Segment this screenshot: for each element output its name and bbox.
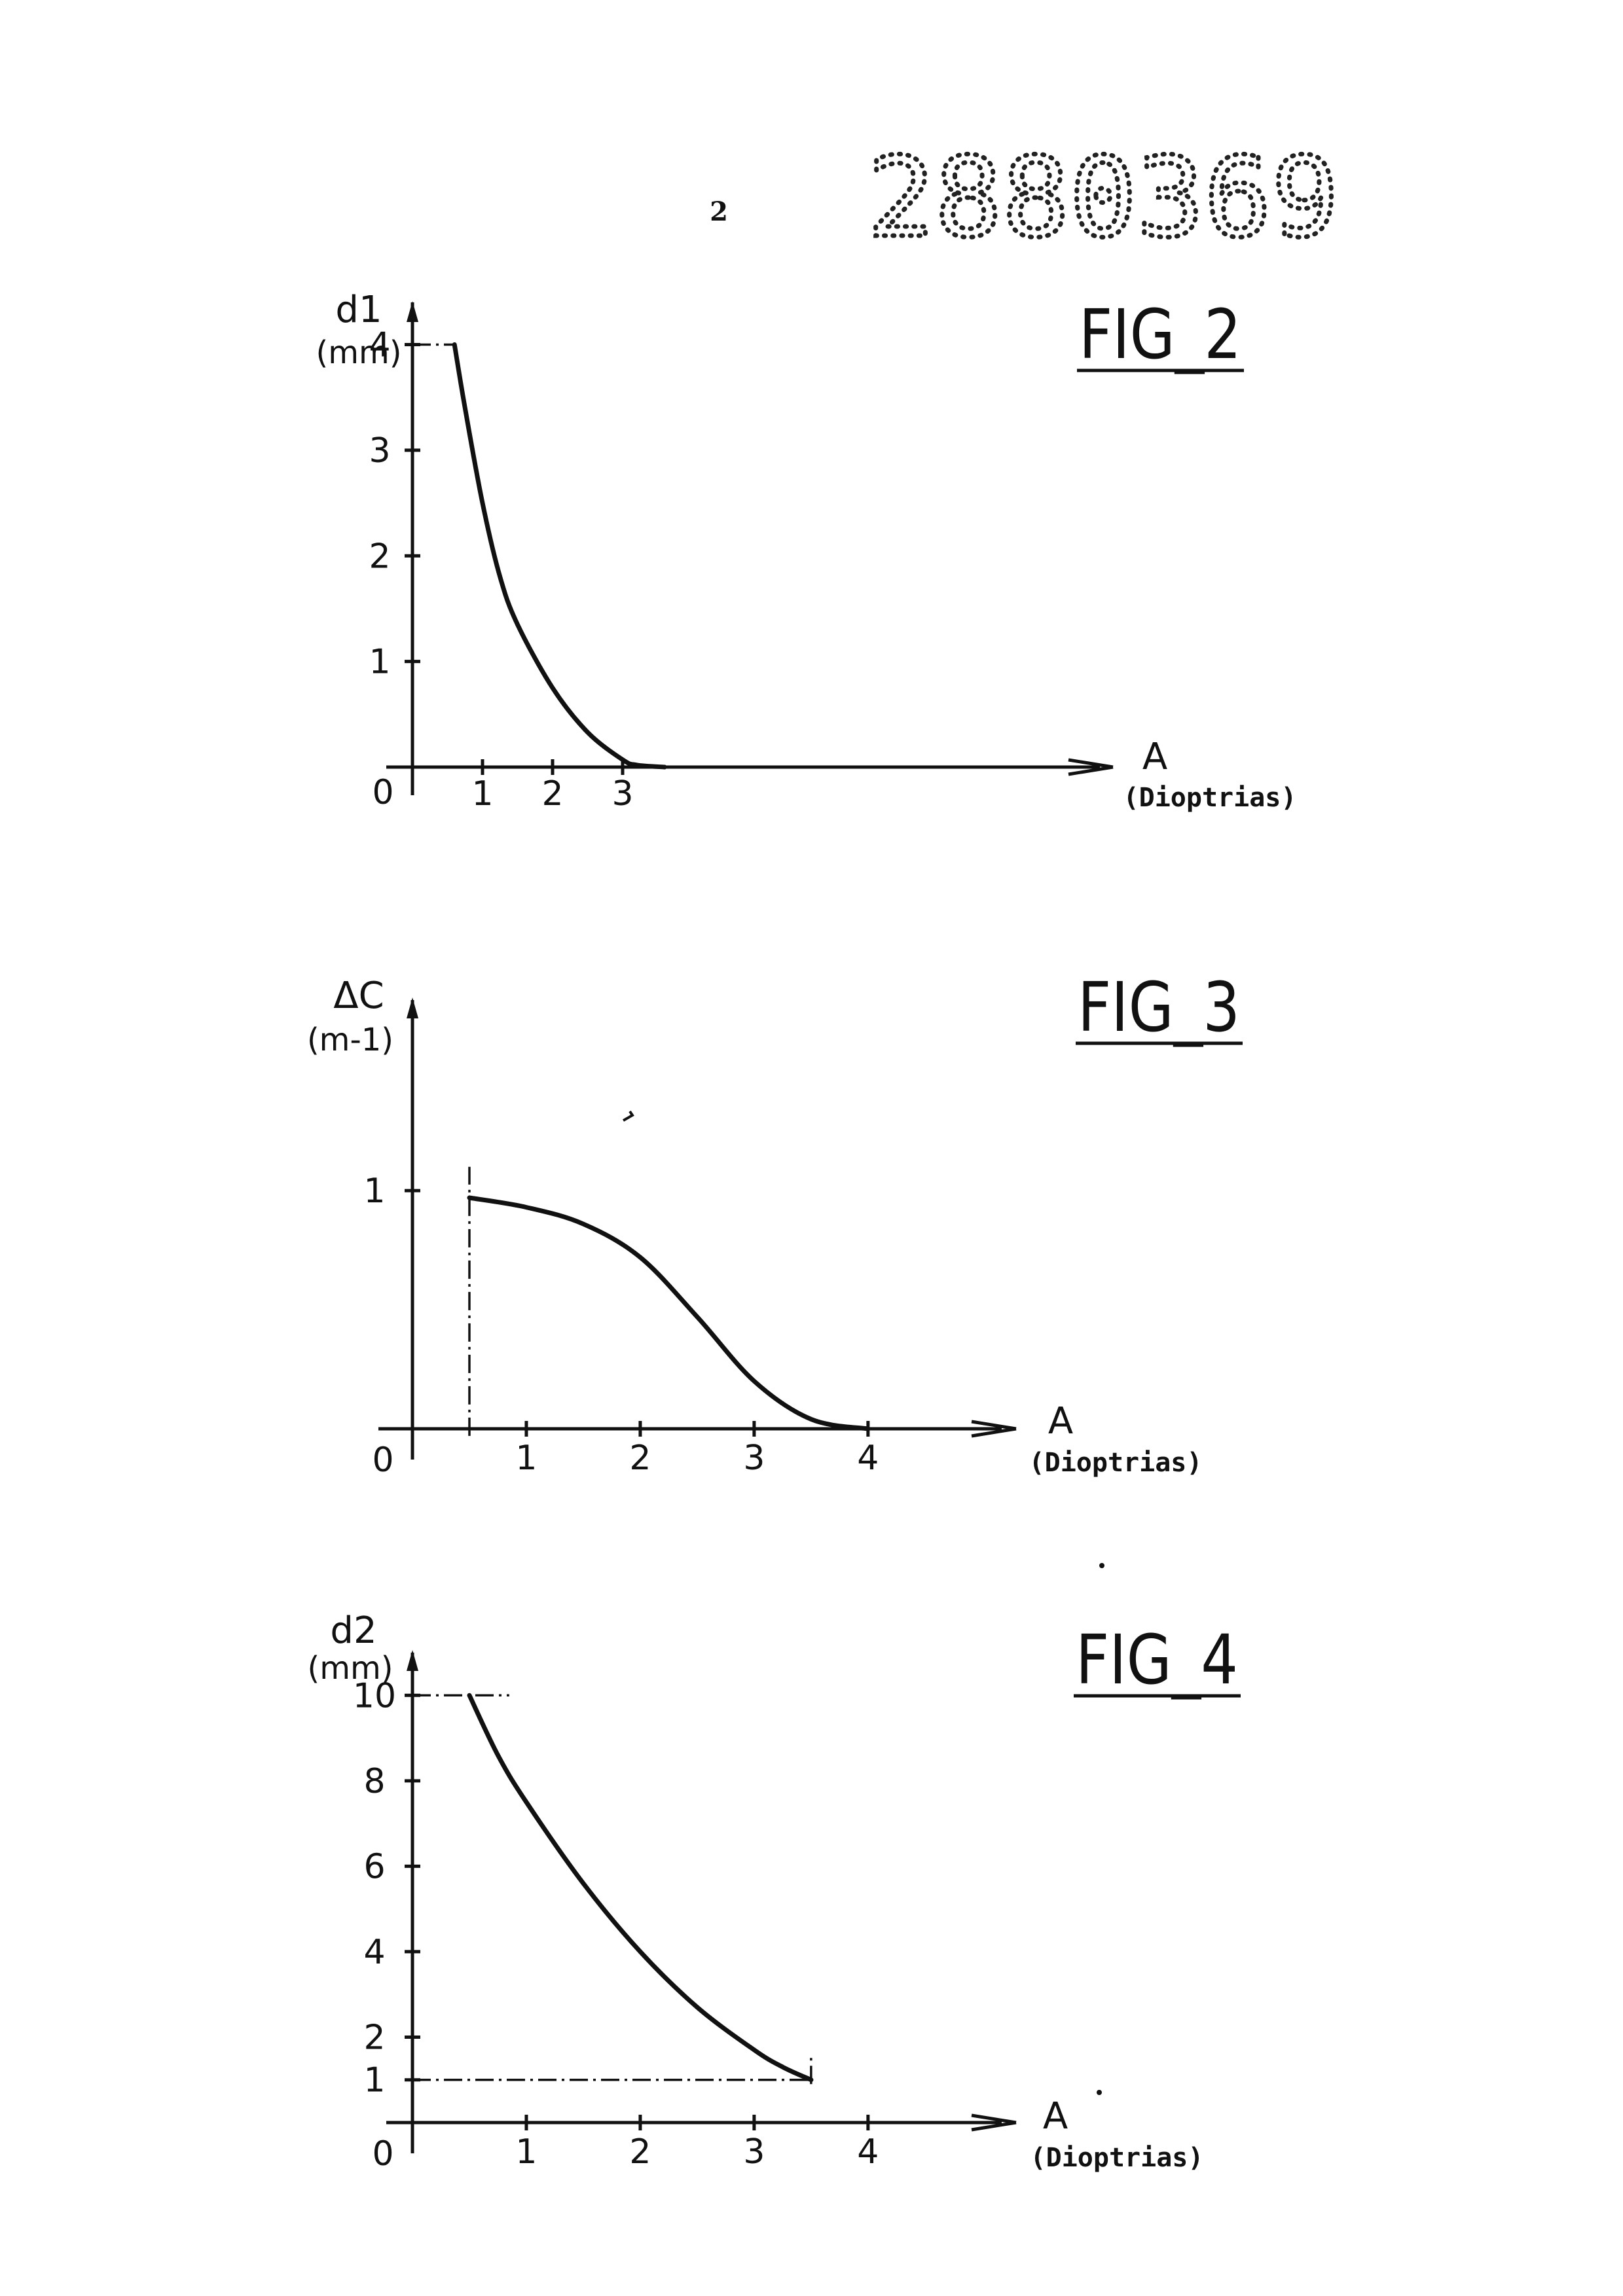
fig2-origin-label: 0 <box>372 773 393 812</box>
fig4-figure-label: FIG_4 <box>1076 1620 1238 1700</box>
fig3-x-tick-label: 3 <box>743 1439 765 1478</box>
stray-mark <box>623 1111 632 1121</box>
fig4-x-unit: (Dioptrias) <box>1030 2143 1204 2173</box>
fig2-y-arrowhead <box>407 301 418 322</box>
chart-fig2: d1 (mm) FIG_2 0 A (Dioptrias) 123 1234 <box>316 289 1297 814</box>
fig2-figure-label: FIG_2 <box>1079 295 1241 374</box>
fig4-reference-lines <box>412 1695 811 2084</box>
fig2-y-tick-label: 4 <box>369 326 390 365</box>
fig3-curve <box>469 1198 868 1429</box>
fig3-x-unit: (Dioptrias) <box>1029 1448 1203 1478</box>
fig3-y-label: ΔC <box>333 975 384 1017</box>
fig4-curve <box>469 1695 811 2079</box>
chart-fig3: ΔC (m-1) FIG_3 0 A (Dioptrias) 1 2 3 4 1 <box>307 967 1243 1480</box>
fig4-y-tick-label: 4 <box>363 1933 385 1972</box>
fig2-x-tick-label: 2 <box>541 774 563 814</box>
fig4-y-tick-label: 10 <box>353 1676 396 1715</box>
fig3-figure-label: FIG_3 <box>1078 967 1240 1047</box>
fig2-curve <box>454 345 665 768</box>
document-number: 2880369 <box>867 134 1339 262</box>
chart-fig4: d2 (mm) FIG_4 0 A (Dioptrias) 1234 12468… <box>308 1609 1241 2174</box>
page-number: 2 <box>710 196 728 227</box>
fig2-x-tick-label: 1 <box>471 774 493 814</box>
fig2-y-tick-label: 2 <box>369 537 390 576</box>
fig3-y-unit: (m-1) <box>307 1022 393 1058</box>
fig4-y-ticks: 1 2 4 6 8 10 <box>353 1676 420 2100</box>
fig4-y-tick-label: 6 <box>363 1847 385 1886</box>
fig3-origin-label: 0 <box>372 1441 393 1480</box>
fig2-y-tick-label: 1 <box>369 643 390 682</box>
fig3-x-tick-label: 1 <box>515 1439 537 1478</box>
fig4-x-tick-label: 3 <box>743 2132 765 2172</box>
fig4-x-tick-label: 2 <box>629 2132 651 2172</box>
stray-dot <box>1097 2090 1102 2095</box>
fig3-x-label: A <box>1048 1400 1073 1443</box>
fig3-x-tick-label: 2 <box>629 1439 651 1478</box>
stray-dot <box>1099 1563 1104 1568</box>
fig3-y-arrowhead <box>407 997 418 1018</box>
fig2-y-label: d1 <box>335 289 382 331</box>
fig4-y-label: d2 <box>330 1609 376 1652</box>
fig4-y-arrowhead <box>407 1650 418 1671</box>
fig4-origin-label: 0 <box>372 2134 393 2174</box>
fig2-x-tick-label: 3 <box>611 774 633 814</box>
fig2-x-unit: (Dioptrias) <box>1123 783 1297 813</box>
fig4-x-tick-label: 1 <box>515 2132 537 2172</box>
fig4-y-tick-label: 8 <box>363 1762 385 1801</box>
fig4-x-label: A <box>1043 2095 1068 2138</box>
fig3-x-tick-label: 4 <box>857 1439 879 1478</box>
fig4-y-tick-label: 1 <box>363 2061 385 2100</box>
fig3-y-tick-label: 1 <box>363 1172 385 1211</box>
fig2-x-label: A <box>1142 736 1167 778</box>
fig2-y-tick-label: 3 <box>369 431 390 471</box>
fig4-y-tick-label: 2 <box>363 2018 385 2057</box>
fig4-x-tick-label: 4 <box>857 2132 879 2172</box>
